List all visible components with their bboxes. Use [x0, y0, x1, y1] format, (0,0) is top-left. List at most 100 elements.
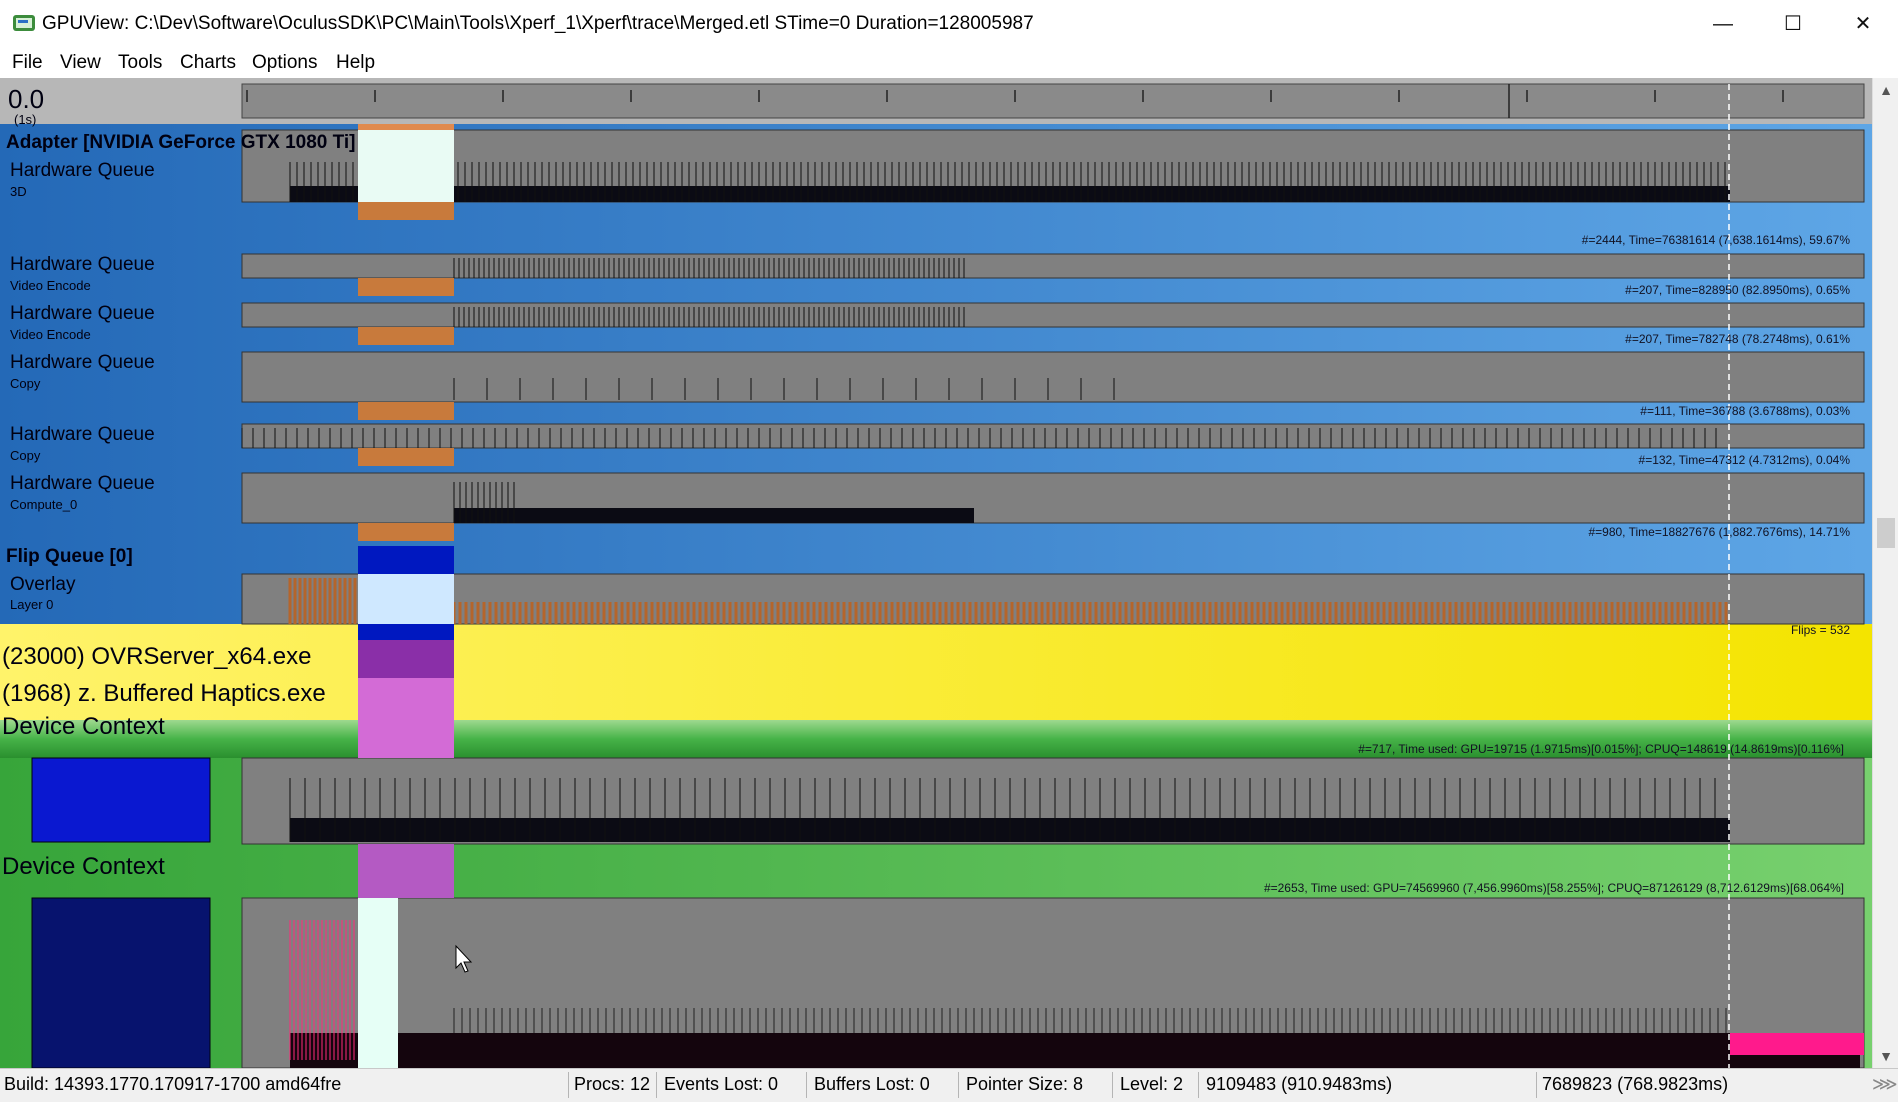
- status-bar: Build: 14393.1770.170917-1700 amd64fre P…: [0, 1068, 1898, 1102]
- queue-subtitle: 3D: [10, 184, 27, 199]
- device-context-swatch: [31, 897, 211, 1068]
- selection-band: [358, 130, 454, 202]
- flip-stats: Flips = 532: [1790, 623, 1850, 637]
- dc2-busy: [290, 1033, 1860, 1068]
- selection-band: [358, 640, 454, 678]
- queue-stats: #=111, Time=36788 (3.6788ms), 0.03%: [1640, 404, 1850, 418]
- overlay-subtitle: Layer 0: [10, 597, 54, 612]
- scroll-down-icon[interactable]: ▼: [1879, 1048, 1893, 1064]
- dc2-events: [453, 1008, 1727, 1033]
- video-encode-events: [453, 258, 965, 278]
- overlay-flip-events: [288, 578, 357, 624]
- status-procs: Procs: 12: [574, 1074, 651, 1094]
- menu-help[interactable]: Help: [336, 52, 376, 73]
- queue-stats: #=207, Time=782748 (78.2748ms), 0.61%: [1625, 332, 1850, 346]
- selection-band: [358, 898, 398, 1068]
- ruler-unit-label: (1s): [14, 112, 37, 127]
- device-context-title: Device Context: [2, 853, 165, 880]
- menu-charts[interactable]: Charts: [180, 52, 236, 73]
- gpuview-app-icon: [13, 15, 35, 31]
- status-pointer-size: Pointer Size: 8: [966, 1074, 1084, 1094]
- status-divider: [1536, 1072, 1537, 1098]
- menu-file[interactable]: File: [12, 52, 43, 73]
- process-name: (23000) OVRServer_x64.exe: [2, 643, 312, 670]
- queue-subtitle: Video Encode: [10, 278, 91, 293]
- queue-title: Hardware Queue: [10, 160, 155, 181]
- process-header-band: [0, 720, 1872, 758]
- menu-tools[interactable]: Tools: [118, 52, 163, 73]
- queue-stats: #=2444, Time=76381614 (7,638.1614ms), 59…: [1581, 233, 1850, 247]
- dc2-highlight: [1730, 1033, 1864, 1055]
- selection-band: [358, 678, 454, 758]
- hw-queue-video-encode-track: [241, 253, 1865, 279]
- scroll-thumb[interactable]: [1877, 518, 1895, 548]
- selection-band: [358, 402, 454, 420]
- hw-queue-video-encode-track: [241, 302, 1865, 328]
- copy-events: [241, 428, 1717, 448]
- status-build: Build: 14393.1770.170917-1700 amd64fre: [4, 1074, 342, 1094]
- selection-band: [358, 574, 454, 624]
- selection-band: [358, 523, 454, 541]
- dc2-events: [289, 920, 355, 1060]
- dc1-events: [289, 778, 1716, 842]
- device-context-title: Device Context: [2, 713, 165, 740]
- ruler-start-label: 0.0: [8, 84, 45, 114]
- scroll-up-icon[interactable]: ▲: [1879, 82, 1893, 98]
- hw-3d-busy: [290, 186, 1730, 202]
- queue-stats: #=980, Time=18827676 (1,882.7676ms), 14.…: [1588, 525, 1850, 539]
- timeline-view[interactable]: 0.0 (1s) Adapter [NVIDIA GeForce GTX 108…: [0, 78, 1872, 1068]
- status-level: Level: 2: [1120, 1074, 1184, 1094]
- queue-title: Hardware Queue: [10, 424, 155, 445]
- queue-title: Hardware Queue: [10, 352, 155, 373]
- adapter-name: Adapter [NVIDIA GeForce GTX 1080 Ti]: [6, 132, 356, 153]
- status-divider: [958, 1072, 959, 1098]
- flip-queue-name: Flip Queue [0]: [6, 546, 133, 567]
- status-events-lost: Events Lost: 0: [664, 1074, 779, 1094]
- status-divider: [806, 1072, 807, 1098]
- queue-title: Hardware Queue: [10, 303, 155, 324]
- queue-subtitle: Compute_0: [10, 497, 78, 512]
- device-context-stats: #=717, Time used: GPU=19715 (1.9715ms)[0…: [1358, 742, 1844, 756]
- status-selection-time: 7689823 (768.9823ms): [1542, 1074, 1729, 1094]
- window-title: GPUView: C:\Dev\Software\OculusSDK\PC\Ma…: [42, 13, 1034, 34]
- status-divider: [656, 1072, 657, 1098]
- maximize-button[interactable]: ☐: [1784, 13, 1802, 35]
- compute-events: [453, 482, 515, 523]
- selection-band: [358, 624, 454, 640]
- vertical-scrollbar[interactable]: ▲ ▼: [1872, 78, 1898, 1068]
- compute-busy: [454, 508, 974, 523]
- close-button[interactable]: ✕: [1854, 13, 1872, 35]
- selection-band: [358, 327, 454, 345]
- flip-queue-section: [0, 624, 1872, 720]
- copy-events: [453, 378, 1115, 400]
- status-divider: [568, 1072, 569, 1098]
- queue-title: Hardware Queue: [10, 473, 155, 494]
- queue-title: Hardware Queue: [10, 254, 155, 275]
- queue-stats: #=207, Time=828950 (82.8950ms), 0.65%: [1625, 283, 1850, 297]
- hw-queue-copy-track: [241, 351, 1865, 403]
- overlay-title: Overlay: [10, 574, 76, 595]
- queue-subtitle: Copy: [10, 448, 41, 463]
- selection-band: [358, 448, 454, 466]
- hw-queue-copy-track: [241, 423, 1865, 449]
- status-buffers-lost: Buffers Lost: 0: [814, 1074, 930, 1094]
- resize-grip-icon[interactable]: ⋙: [1872, 1074, 1898, 1094]
- ruler-track: [241, 83, 1865, 119]
- title-bar: GPUView: C:\Dev\Software\OculusSDK\PC\Ma…: [0, 0, 1898, 48]
- selection-band: [358, 278, 454, 296]
- queue-subtitle: Video Encode: [10, 327, 91, 342]
- timeline-canvas[interactable]: [0, 78, 1872, 1068]
- video-encode-events: [453, 307, 965, 327]
- status-cursor-time: 9109483 (910.9483ms): [1206, 1074, 1393, 1094]
- menu-view[interactable]: View: [60, 52, 101, 73]
- menu-options[interactable]: Options: [252, 52, 318, 73]
- device-context-swatch: [31, 757, 211, 843]
- overlay-flip-events: [452, 602, 1728, 624]
- selection-band: [358, 546, 454, 574]
- selection-band: [358, 844, 454, 898]
- menu-bar: File View Tools Charts Options Help: [0, 48, 1898, 78]
- device-context-stats: #=2653, Time used: GPU=74569960 (7,456.9…: [1263, 881, 1844, 895]
- minimize-button[interactable]: —: [1713, 13, 1733, 35]
- status-divider: [1198, 1072, 1199, 1098]
